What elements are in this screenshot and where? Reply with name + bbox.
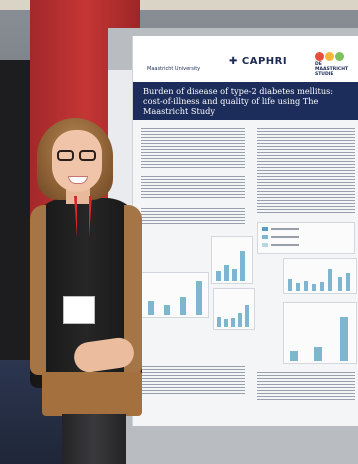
chart-bar (164, 305, 170, 315)
chart-bar (224, 265, 229, 281)
chart-bar (320, 282, 324, 291)
poster-bar-chart (283, 302, 357, 364)
glasses-lens-right (79, 150, 96, 161)
chart-bar (304, 281, 308, 291)
poster-title-line-2: cost-of-illness and quality of life usin… (143, 96, 319, 116)
chart-bar (346, 273, 350, 291)
chart-bar (296, 283, 300, 291)
poster-text-block (141, 366, 245, 396)
caphri-logo-text: CAPHRI (241, 56, 288, 67)
poster-legend (257, 222, 355, 254)
maastricht-university-logo: Maastricht University (147, 66, 201, 72)
name-badge (63, 296, 95, 324)
poster-text-block (257, 128, 355, 214)
dress-trim-left (30, 205, 46, 375)
poster-title: Burden of disease of type-2 diabetes mel… (143, 86, 353, 116)
poster-text-block (141, 208, 245, 226)
caphri-logo: ✚ CAPHRI (229, 56, 288, 67)
ceiling (0, 0, 358, 10)
chart-bar (224, 319, 228, 327)
poster-bar-chart (283, 258, 357, 294)
chart-bar (180, 297, 186, 315)
legend-row (262, 243, 302, 247)
poster-bar-chart (213, 288, 255, 330)
study-logo-circles (315, 52, 355, 61)
chart-bar (238, 313, 242, 327)
maastricht-study-logo: DE MAASTRICHT STUDIE (315, 52, 355, 77)
legs (62, 414, 126, 464)
chart-bar (338, 277, 342, 291)
poster-bar-chart (141, 272, 209, 318)
chart-bar (240, 251, 245, 281)
poster-text-block (141, 176, 245, 200)
logo-circle-red (315, 52, 324, 61)
chart-bar (216, 271, 221, 281)
poster-header: Maastricht University ✚ CAPHRI DE MAASTR… (133, 36, 358, 82)
logo-circle-green (335, 52, 344, 61)
chart-bar (196, 281, 202, 315)
poster-bar-chart (211, 236, 253, 284)
glasses-lens-left (57, 150, 74, 161)
chart-bar (314, 347, 322, 361)
legend-row (262, 227, 302, 231)
glasses-icon (57, 150, 99, 162)
poster-title-line-1: Burden of disease of type-2 diabetes mel… (143, 86, 334, 96)
chart-bar (312, 284, 316, 291)
chart-bar (231, 318, 235, 327)
dress-skirt (42, 372, 142, 416)
chart-bar (245, 305, 249, 327)
chart-bar (288, 279, 292, 291)
chart-bar (148, 301, 154, 315)
poster-text-block (257, 372, 355, 402)
poster-title-band (133, 82, 358, 120)
chart-bar (232, 269, 237, 281)
legend-row (262, 235, 302, 239)
chart-bar (217, 317, 221, 327)
dress-trim-right (124, 205, 142, 375)
poster-text-block (141, 128, 245, 170)
chart-bar (340, 317, 348, 361)
chart-bar (290, 351, 298, 361)
study-logo-text: DE MAASTRICHT STUDIE (315, 62, 349, 77)
research-poster: Maastricht University ✚ CAPHRI DE MAASTR… (132, 36, 358, 426)
logo-circle-yellow (325, 52, 334, 61)
neck (66, 188, 90, 204)
chart-bar (328, 269, 332, 291)
